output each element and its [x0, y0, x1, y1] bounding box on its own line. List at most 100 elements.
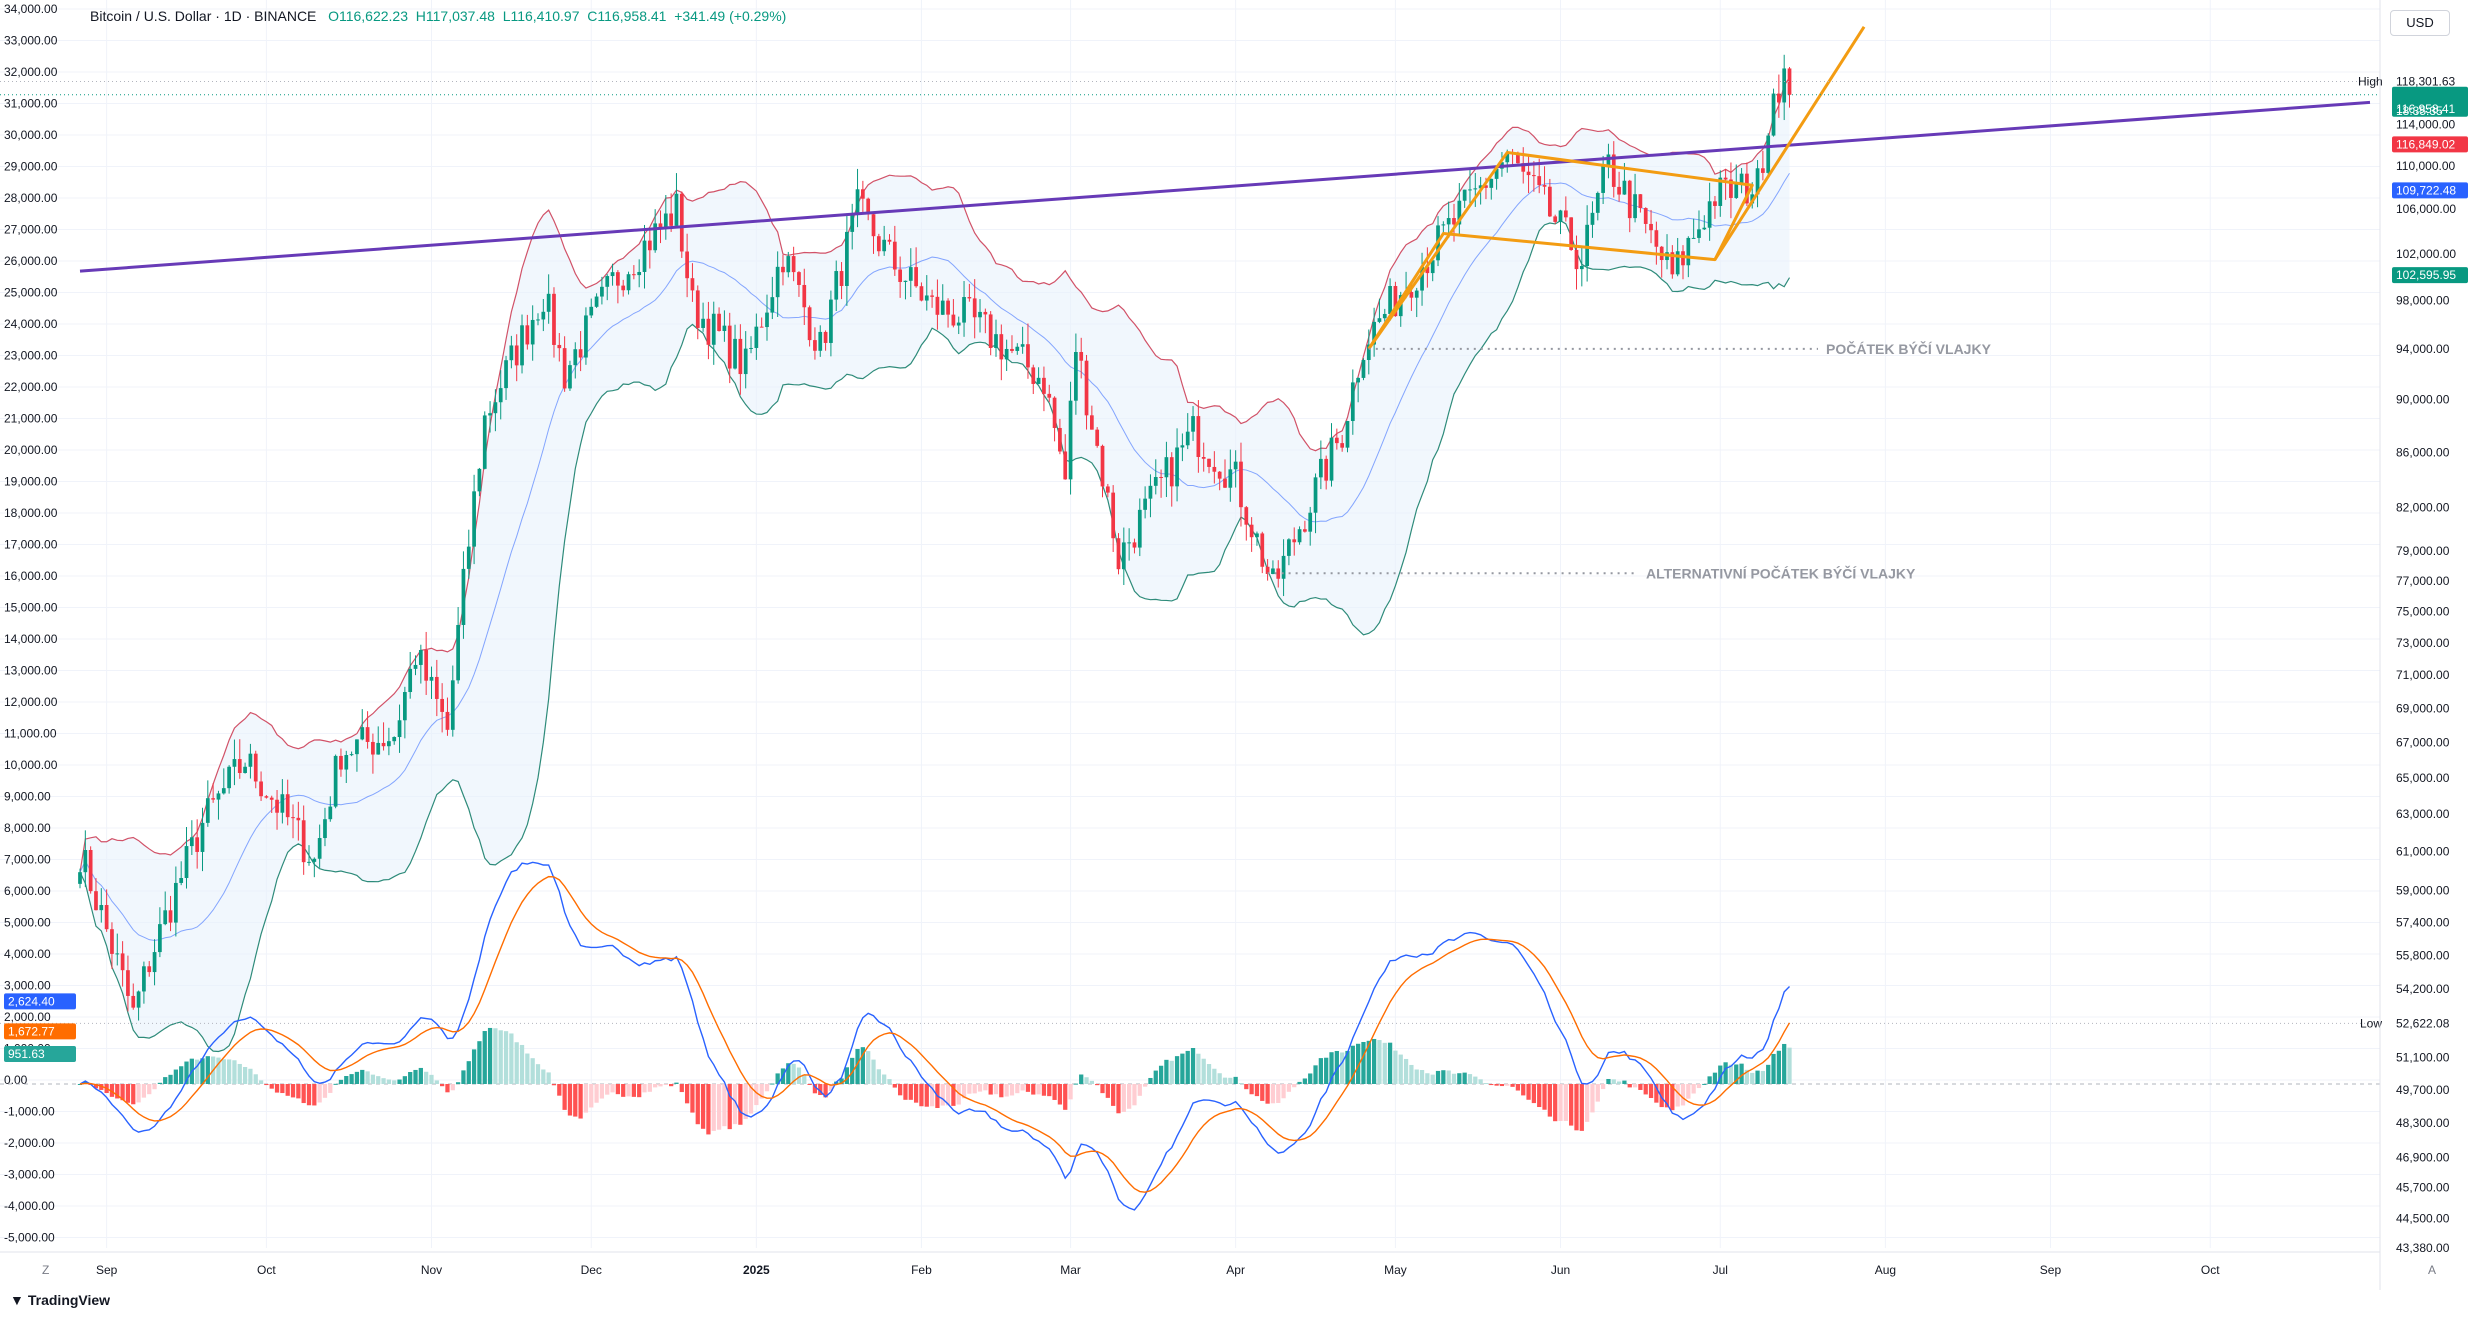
candle-body [679, 193, 684, 252]
blue-price-label-bg [2392, 182, 2468, 199]
candle-body [722, 325, 727, 331]
macd-hist-bar [945, 1084, 951, 1106]
candle-body [1617, 186, 1621, 195]
candle-body [1191, 416, 1195, 432]
candle-body [1681, 251, 1685, 266]
candle-body [706, 318, 711, 345]
macd-hist-bar [253, 1074, 258, 1084]
macd-hist-bar [956, 1084, 961, 1105]
candle-body [1633, 194, 1637, 219]
bull-flag-outline [1367, 150, 1754, 350]
macd-hist-bar [1089, 1080, 1094, 1084]
macd-hist-bar [445, 1084, 450, 1093]
candle-body [584, 315, 588, 358]
candle-body [504, 360, 508, 389]
candle-body [1111, 492, 1116, 539]
macd-hist-bar [716, 1084, 722, 1130]
macd-hist-bar [573, 1084, 578, 1117]
macd-hist-bar [855, 1048, 860, 1084]
candle-body [520, 325, 524, 366]
candle-body [711, 313, 716, 345]
left-axis-label: 4,000.00 [4, 947, 51, 961]
left-axis-label: 34,000.00 [4, 2, 58, 16]
macd-hist-bar [1451, 1073, 1457, 1084]
candle-body [1239, 461, 1243, 508]
macd-hist-bar [1569, 1084, 1574, 1126]
auto-scale-button[interactable]: A [2428, 1263, 2437, 1277]
macd-hist-bar [525, 1053, 530, 1084]
macd-hist-bar [179, 1066, 184, 1084]
time-axis-label: 2025 [743, 1263, 770, 1277]
candle-body [78, 872, 82, 884]
left-axis-label: 3,000.00 [4, 979, 51, 993]
candle-body [1601, 165, 1605, 193]
macd-hist-bar [764, 1084, 770, 1092]
candle-body [1121, 542, 1126, 570]
macd-hist-bar [876, 1069, 881, 1084]
macd-hist-bar [999, 1084, 1004, 1098]
candle-body [1425, 266, 1430, 274]
candle-body [1409, 291, 1414, 298]
candle-body [1095, 429, 1100, 446]
candle-body [1308, 512, 1313, 532]
candle-body [568, 365, 572, 389]
blue-price-label: 109,722.48 [2396, 183, 2456, 197]
macd-hist-bar [376, 1076, 381, 1084]
macd-hist-bar [408, 1072, 413, 1084]
macd-hist-bar [1398, 1054, 1403, 1084]
left-axis-label: -2,000.00 [4, 1136, 55, 1150]
macd-hist-bar [1206, 1064, 1212, 1084]
candle-body [813, 340, 817, 351]
candle-body [797, 272, 801, 285]
left-axis-label: 33,000.00 [4, 34, 58, 48]
macd-hist-bar [1664, 1084, 1670, 1108]
high-value-label: 118,301.63 [2396, 74, 2455, 88]
macd-hist-bar [1084, 1077, 1089, 1084]
macd-hist-bar [1334, 1050, 1339, 1084]
macd-hist-bar [466, 1061, 471, 1084]
macd-hist-bar [296, 1084, 301, 1099]
candle-body [1478, 185, 1483, 189]
candle-body [1228, 469, 1233, 488]
macd-hist-bar [690, 1084, 695, 1113]
macd-hist-bar [844, 1067, 850, 1084]
macd-hist-bar [1169, 1060, 1174, 1084]
macd-hist-bar [1760, 1070, 1766, 1084]
macd-hist-bar [1047, 1084, 1052, 1097]
candle-body [1074, 352, 1078, 401]
candle-body [248, 753, 253, 767]
macd-hist-bar [131, 1084, 136, 1105]
macd-hist-bar [1377, 1040, 1382, 1084]
currency-button[interactable]: USD [2390, 10, 2450, 36]
candle-body [978, 311, 982, 318]
macd-hist-bar [509, 1033, 514, 1084]
tradingview-logo[interactable]: ▼ TradingView [10, 1292, 110, 1308]
macd-hist-bar [929, 1084, 935, 1107]
macd-hist-bar [823, 1084, 828, 1098]
candle-body [1223, 478, 1227, 488]
candle-body [717, 313, 721, 331]
macd-hist-bar [1755, 1070, 1760, 1084]
candle-body [898, 269, 903, 282]
candle-body [1569, 217, 1574, 250]
macd-hist-bar [184, 1061, 189, 1084]
candle-body [994, 334, 998, 348]
signal-value-label-bg [4, 1023, 76, 1040]
candle-body [967, 297, 972, 299]
macd-hist-bar [152, 1084, 157, 1090]
macd-hist-bar [205, 1056, 210, 1084]
macd-hist-bar [157, 1082, 163, 1084]
macd-hist-bar [850, 1057, 855, 1084]
left-axis-label: 7,000.00 [4, 853, 51, 867]
macd-hist-bar [546, 1072, 551, 1084]
low-value: L116,410.97 [502, 8, 580, 24]
macd-hist-bar [551, 1084, 557, 1086]
macd-hist-bar [1158, 1065, 1164, 1084]
candle-body [1324, 458, 1329, 481]
macd-hist-bar [1499, 1084, 1505, 1087]
annotation-label: POČÁTEK BÝČÍ VLAJKY [1826, 340, 1992, 357]
macd-hist-bar [477, 1041, 482, 1084]
candle-body [1643, 208, 1648, 224]
z-button[interactable]: Z [42, 1263, 50, 1277]
